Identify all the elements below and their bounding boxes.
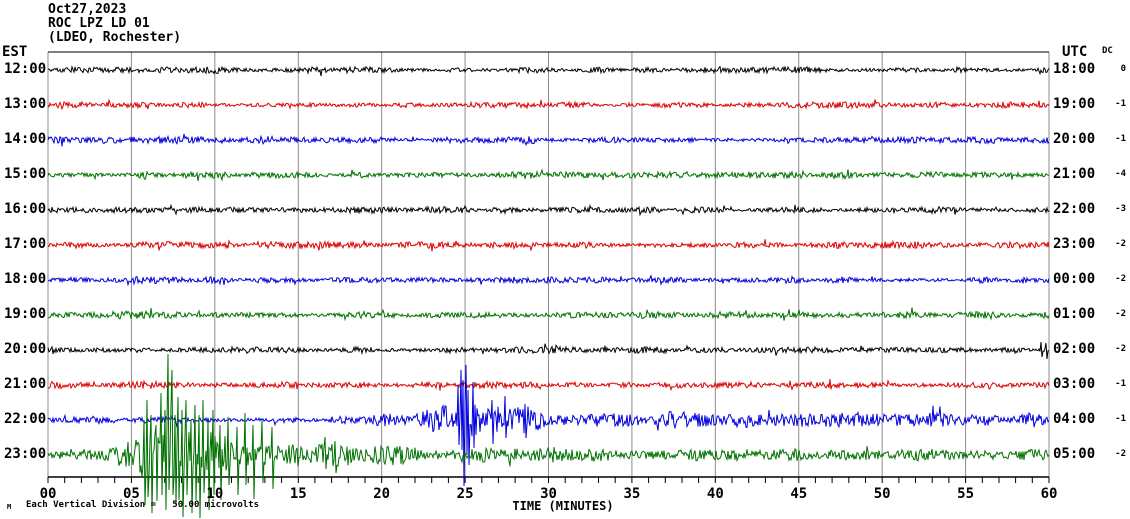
x-tick-label-30: 30 bbox=[540, 486, 557, 502]
est-time-label-1300: 13:00 bbox=[4, 96, 47, 112]
x-tick-label-10: 10 bbox=[206, 486, 224, 502]
x-axis-title: TIME (MINUTES) bbox=[512, 499, 614, 513]
dc-value-row-0: 0 bbox=[1120, 64, 1126, 74]
est-time-label-2000: 20:00 bbox=[4, 341, 47, 357]
dc-value-row-5: -2 bbox=[1115, 239, 1126, 249]
trace-row-2300 bbox=[47, 353, 1050, 519]
dc-value-row-2: -1 bbox=[1115, 134, 1126, 144]
est-time-label-2300: 23:00 bbox=[4, 446, 47, 462]
est-time-label-1900: 19:00 bbox=[4, 306, 47, 322]
x-tick-label-25: 25 bbox=[456, 486, 474, 502]
trace-row-2100 bbox=[47, 379, 1050, 392]
trace-row-1700 bbox=[47, 239, 1050, 252]
x-tick-label-45: 45 bbox=[790, 486, 808, 502]
dc-value-row-8: -2 bbox=[1115, 344, 1126, 354]
trace-row-1900 bbox=[47, 307, 1050, 322]
dc-value-row-9: -1 bbox=[1115, 379, 1126, 389]
station-title: ROC LPZ LD 01 bbox=[48, 16, 150, 31]
est-time-label-1200: 12:00 bbox=[4, 61, 47, 77]
trace-row-1200 bbox=[48, 65, 1050, 77]
dc-value-row-7: -2 bbox=[1115, 309, 1126, 319]
dc-value-row-10: -1 bbox=[1115, 414, 1126, 424]
x-tick-label-05: 05 bbox=[122, 486, 140, 502]
trace-row-1500 bbox=[47, 168, 1050, 182]
trace-row-2000 bbox=[47, 341, 1050, 360]
dc-value-row-3: -4 bbox=[1115, 169, 1126, 179]
est-time-label-1400: 14:00 bbox=[4, 131, 47, 147]
trace-row-1600 bbox=[47, 203, 1050, 217]
est-time-label-1600: 16:00 bbox=[4, 201, 47, 217]
dc-column-header: DC bbox=[1102, 46, 1113, 56]
utc-time-label-0200: 02:00 bbox=[1053, 341, 1096, 357]
x-tick-label-50: 50 bbox=[873, 486, 891, 502]
est-time-label-1800: 18:00 bbox=[4, 271, 47, 287]
utc-time-label-0500: 05:00 bbox=[1053, 446, 1096, 462]
utc-time-label-1800: 18:00 bbox=[1053, 61, 1096, 77]
x-tick-label-35: 35 bbox=[623, 486, 641, 502]
utc-time-label-0400: 04:00 bbox=[1053, 411, 1096, 427]
utc-axis-header: UTC bbox=[1062, 44, 1088, 60]
utc-time-label-2000: 20:00 bbox=[1053, 131, 1096, 147]
utc-time-label-2200: 22:00 bbox=[1053, 201, 1096, 217]
trace-row-1300 bbox=[47, 98, 1050, 111]
vertical-division-note: Each Vertical Division = 50.00 microvolt… bbox=[26, 500, 259, 510]
minute-ticks bbox=[47, 477, 1050, 483]
utc-time-label-0000: 00:00 bbox=[1053, 271, 1096, 287]
utc-time-label-0300: 03:00 bbox=[1053, 376, 1096, 392]
dc-value-row-6: -2 bbox=[1115, 274, 1126, 284]
dc-value-row-4: -3 bbox=[1115, 204, 1126, 214]
x-tick-label-20: 20 bbox=[373, 486, 391, 502]
x-tick-label-15: 15 bbox=[289, 486, 307, 502]
trace-row-1800 bbox=[47, 275, 1050, 287]
utc-time-label-1900: 19:00 bbox=[1053, 96, 1096, 112]
est-time-label-2200: 22:00 bbox=[4, 411, 47, 427]
utc-time-label-0100: 01:00 bbox=[1053, 306, 1096, 322]
utc-time-label-2300: 23:00 bbox=[1053, 236, 1096, 252]
x-tick-label-40: 40 bbox=[706, 486, 724, 502]
x-tick-label-60: 60 bbox=[1040, 486, 1058, 502]
x-tick-label-00: 00 bbox=[39, 486, 57, 502]
trace-row-2200 bbox=[47, 364, 1050, 487]
est-axis-header: EST bbox=[2, 44, 28, 60]
trace-row-1400 bbox=[47, 133, 1050, 147]
location-title: (LDEO, Rochester) bbox=[48, 30, 182, 45]
scale-marker: M bbox=[7, 503, 12, 511]
date-title: Oct27,2023 bbox=[48, 2, 127, 17]
x-tick-label-55: 55 bbox=[957, 486, 974, 502]
est-time-label-1700: 17:00 bbox=[4, 236, 47, 252]
dc-value-row-1: -1 bbox=[1115, 99, 1126, 109]
est-time-label-2100: 21:00 bbox=[4, 376, 47, 392]
utc-time-label-2100: 21:00 bbox=[1053, 166, 1096, 182]
est-time-label-1500: 15:00 bbox=[4, 166, 47, 182]
dc-value-row-11: -2 bbox=[1115, 449, 1126, 459]
